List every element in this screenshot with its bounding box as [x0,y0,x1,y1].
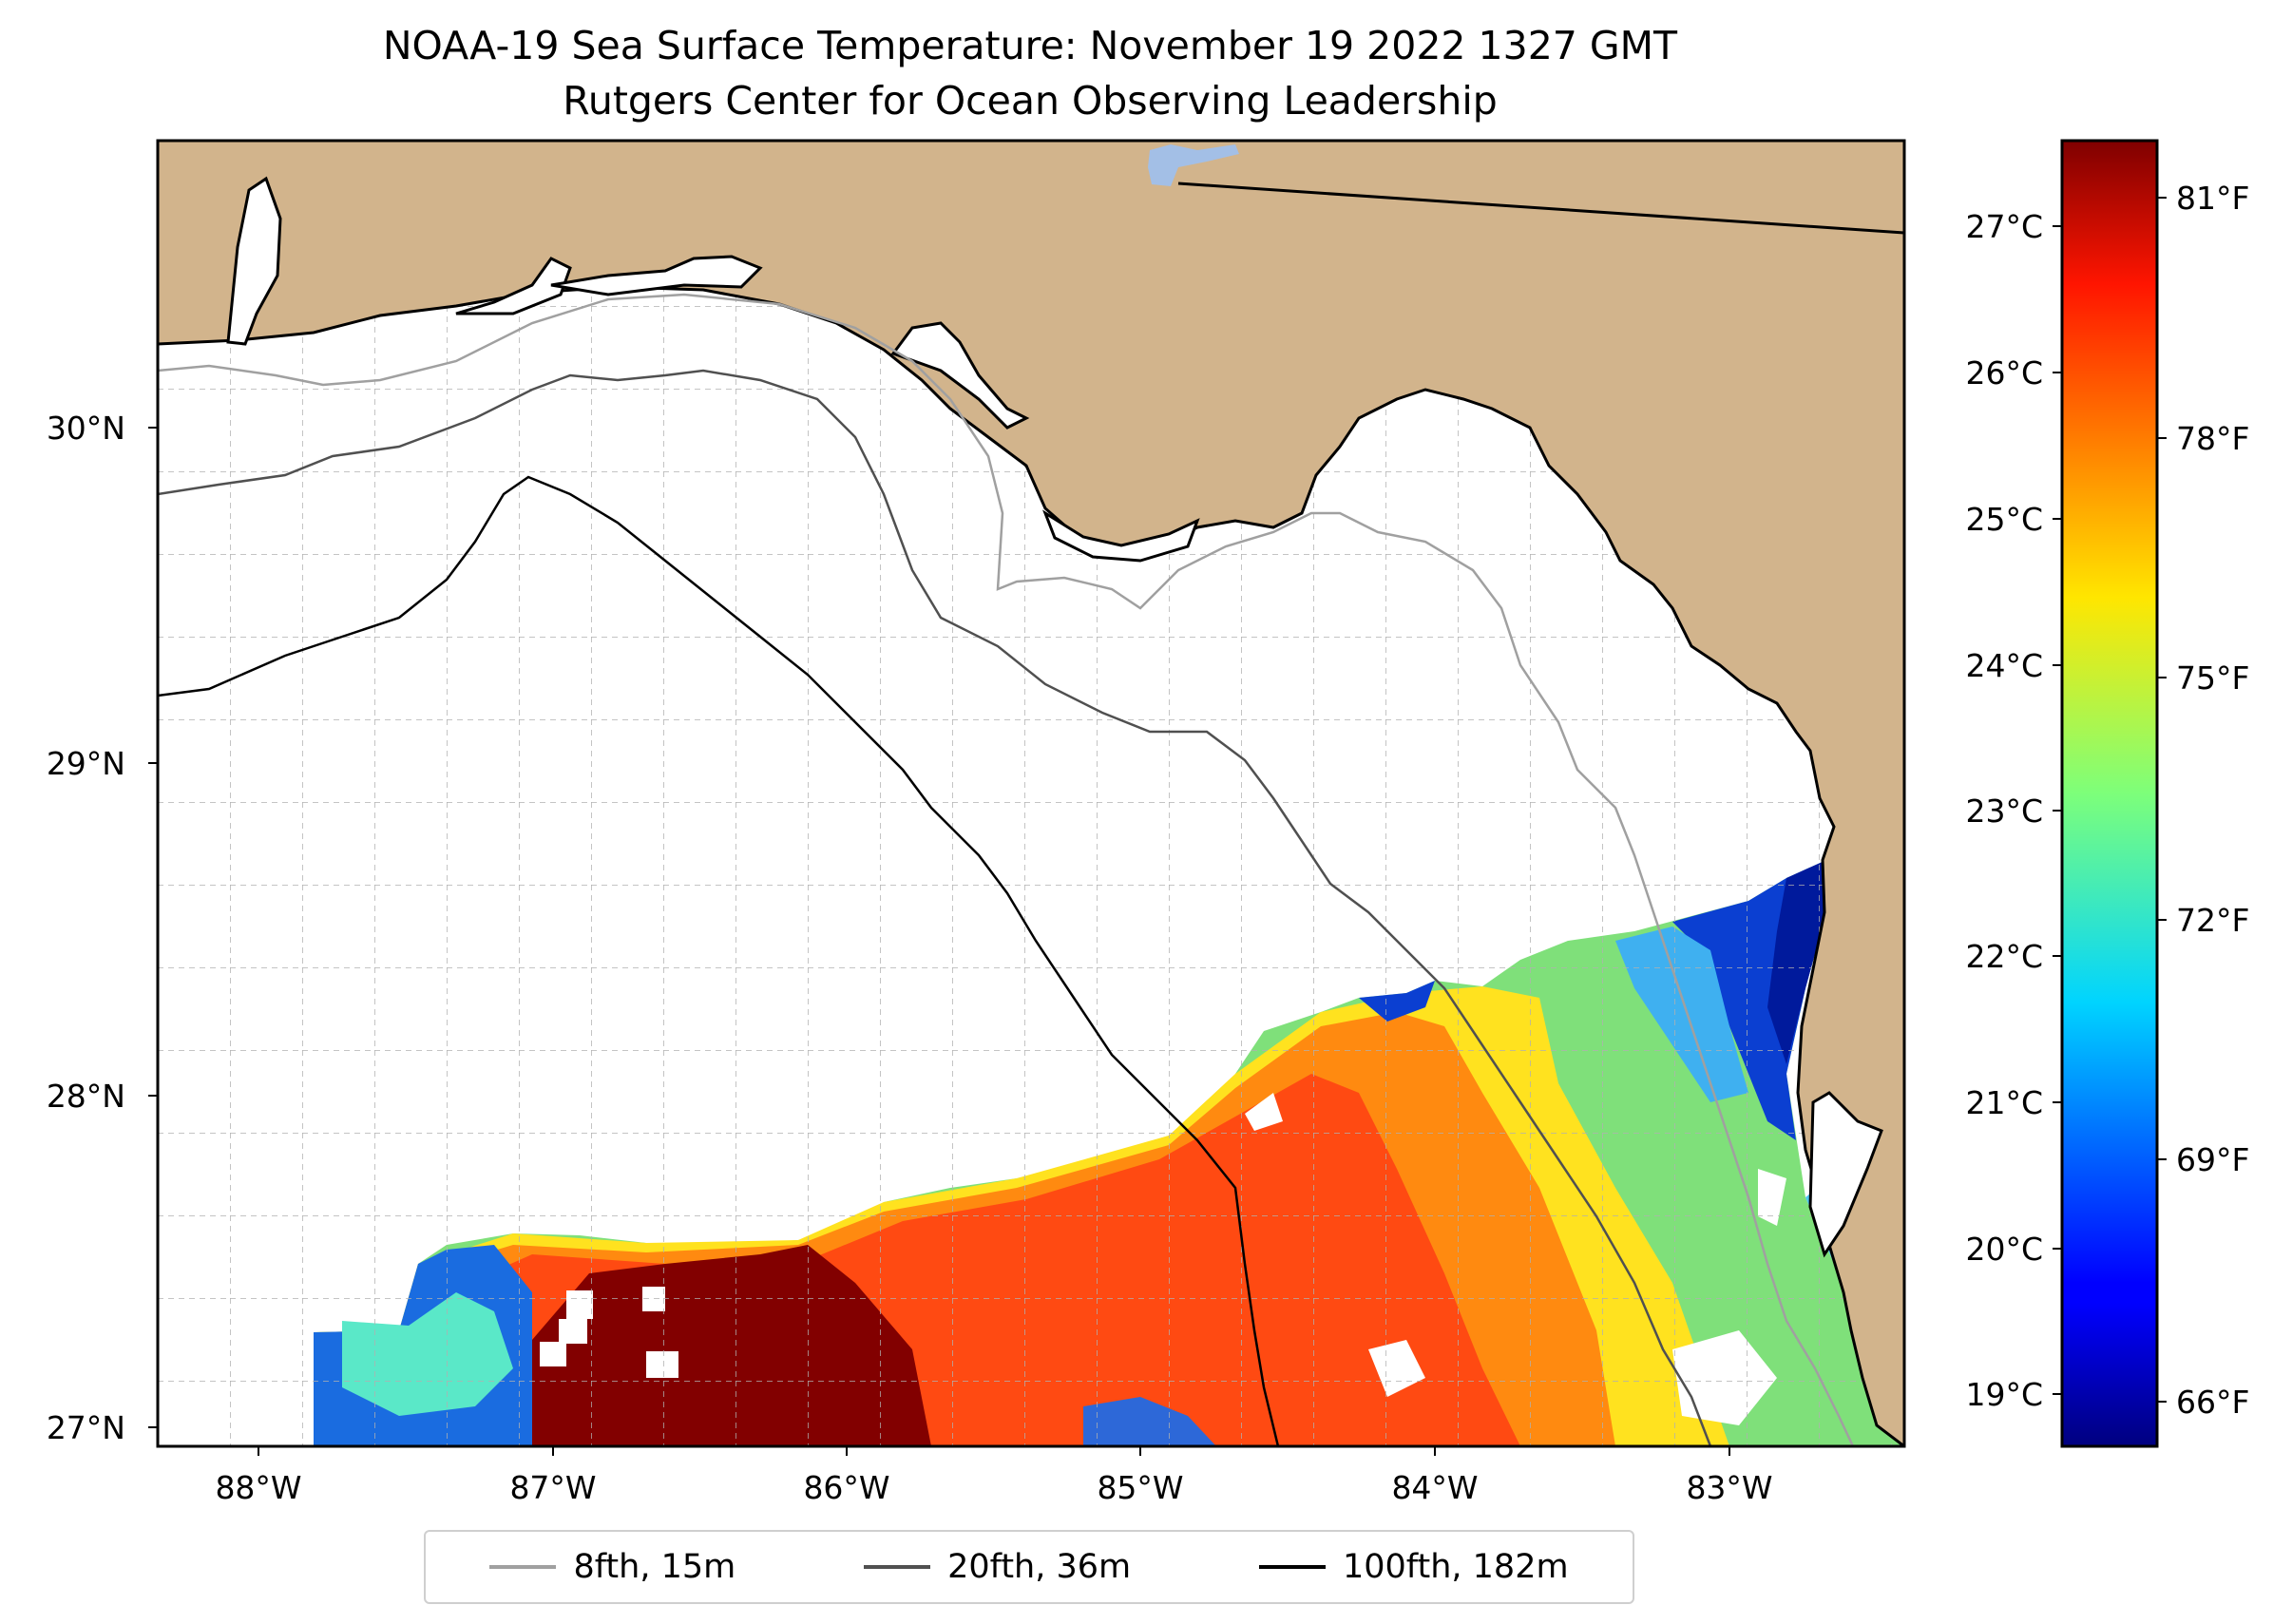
lat-label-29: 29°N [47,745,125,782]
legend-item-100fth: 100fth, 182m [1258,1548,1569,1586]
legend-item-8fth: 8fth, 15m [489,1548,735,1586]
lat-label-27: 27°N [47,1409,125,1446]
lon-label-87: 87°W [509,1469,596,1506]
celsius-label: 23°C [1965,793,2043,830]
celsius-label: 24°C [1965,647,2043,684]
lon-label-85: 85°W [1097,1469,1183,1506]
legend-swatch [864,1565,931,1569]
pensacola-bay [455,257,572,315]
fahrenheit-label: 75°F [2176,659,2249,697]
isobath-8fth [158,293,1855,1446]
lon-axis: 88°W 87°W 86°W 85°W 84°W 83°W [215,1446,1773,1506]
colorbar: 27°C 26°C 25°C 24°C 23°C 22°C 21°C 20°C … [1965,139,2249,1448]
isobath-20fth [158,369,1712,1446]
choctawhatchee-bay [550,255,763,296]
legend-label: 8fth, 15m [573,1548,736,1586]
tampa-bay [1808,1091,1883,1258]
lon-label-83: 83°W [1686,1469,1772,1506]
legend-label: 100fth, 182m [1342,1548,1569,1586]
lon-label-86: 86°W [803,1469,889,1506]
figure-title: NOAA-19 Sea Surface Temperature: Novembe… [382,23,1678,68]
lon-label-88: 88°W [215,1469,301,1506]
celsius-label: 21°C [1965,1084,2043,1121]
apalachicola-bay [1041,509,1200,563]
fahrenheit-label: 78°F [2176,420,2249,457]
mobile-bay [226,176,282,346]
fahrenheit-label: 81°F [2176,180,2249,217]
lat-label-30: 30°N [47,410,125,447]
st-andrew-bay [890,321,1030,430]
state-boundary [1177,182,1904,235]
figure-subtitle: Rutgers Center for Ocean Observing Leade… [563,78,1498,124]
celsius-label: 19°C [1965,1376,2043,1413]
celsius-label: 20°C [1965,1231,2043,1268]
lat-axis: 30°N 29°N 28°N 27°N [47,410,158,1446]
celsius-label: 25°C [1965,501,2043,538]
lat-label-28: 28°N [47,1078,125,1115]
fahrenheit-label: 66°F [2176,1384,2249,1421]
legend-swatch [1258,1565,1326,1569]
fahrenheit-label: 72°F [2176,902,2249,939]
lon-label-84: 84°W [1391,1469,1478,1506]
colorbar-gradient [2060,139,2159,1448]
celsius-label: 27°C [1965,208,2043,245]
legend-label: 20fth, 36m [947,1548,1132,1586]
celsius-label: 22°C [1965,938,2043,975]
isobath-legend: 8fth, 15m 20fth, 36m 100fth, 182m [424,1530,1634,1604]
celsius-label: 26°C [1965,354,2043,392]
map-frame [156,139,1906,1448]
legend-swatch [489,1565,557,1569]
lake [1148,144,1239,186]
fahrenheit-label: 69°F [2176,1141,2249,1178]
isobath-100fth [158,475,1280,1446]
legend-item-20fth: 20fth, 36m [864,1548,1131,1586]
